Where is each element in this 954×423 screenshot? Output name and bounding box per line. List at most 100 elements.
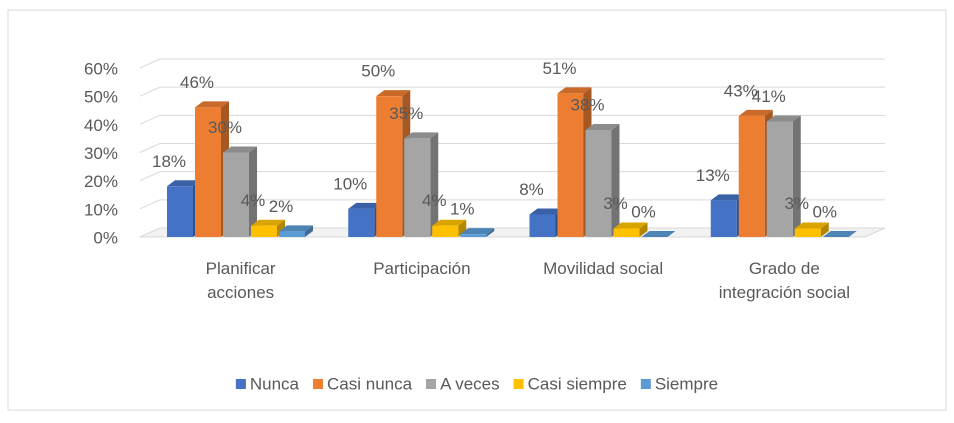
- bar-top: [585, 123, 620, 130]
- bar-side: [249, 146, 257, 237]
- legend-swatch: [640, 379, 651, 389]
- bar-top: [404, 132, 439, 139]
- bar-top: [794, 222, 829, 229]
- bar-top: [766, 115, 801, 122]
- legend-label: A veces: [440, 374, 500, 393]
- y-tick-label: 40%: [84, 116, 118, 135]
- bar: [279, 231, 305, 237]
- bar-top: [710, 194, 745, 201]
- value-label: 3%: [784, 194, 809, 213]
- bar-top: [348, 202, 383, 209]
- bar: [223, 152, 249, 237]
- value-label: 1%: [450, 200, 475, 219]
- value-label: 30%: [208, 118, 242, 137]
- bar: [251, 225, 277, 237]
- legend-swatch: [426, 379, 437, 389]
- bar-top: [251, 219, 285, 226]
- legend-label: Siempre: [655, 374, 718, 393]
- bar: [167, 186, 193, 237]
- value-label: 35%: [389, 104, 423, 123]
- legend-swatch: [313, 379, 324, 389]
- value-label: 4%: [241, 191, 266, 210]
- bar-top: [529, 208, 564, 215]
- bar: [348, 208, 375, 237]
- legend-item: A veces: [426, 374, 500, 393]
- y-tick-label: 20%: [84, 172, 118, 191]
- legend-item: Casi nunca: [313, 374, 413, 393]
- grid-line: [139, 86, 885, 97]
- value-label: 46%: [180, 73, 214, 92]
- bar-side: [639, 222, 648, 237]
- x-tick-label: Planificar acciones: [206, 259, 276, 302]
- y-tick-label: 60%: [84, 59, 118, 78]
- value-label: 3%: [603, 194, 628, 213]
- value-label: 10%: [333, 174, 367, 193]
- bar: [460, 234, 487, 237]
- bar-top: [613, 222, 648, 229]
- x-tick-label: Grado de integración social: [719, 259, 850, 302]
- legend-item: Casi siempre: [513, 374, 627, 393]
- legend-label: Nunca: [250, 374, 300, 393]
- bar-top: [822, 231, 857, 237]
- bar: [432, 225, 459, 237]
- bar: [710, 200, 737, 237]
- bar: [585, 129, 612, 237]
- x-tick-label: Movilidad social: [543, 259, 663, 278]
- legend-label: Casi nunca: [327, 374, 413, 393]
- value-label: 50%: [361, 62, 395, 81]
- value-label: 0%: [631, 202, 656, 221]
- bar-top: [641, 231, 676, 237]
- bar-top: [460, 228, 495, 235]
- bar: [404, 138, 431, 237]
- grid-line: [139, 58, 885, 69]
- x-tick-label: Participación: [373, 259, 470, 278]
- grid-line: [139, 171, 885, 182]
- bar-side: [458, 219, 467, 237]
- bar-top: [738, 109, 773, 116]
- grid-line: [139, 114, 885, 125]
- y-tick-label: 10%: [84, 200, 118, 219]
- legend-item: Nunca: [235, 374, 300, 393]
- y-tick-label: 0%: [93, 228, 118, 247]
- value-label: 43%: [724, 81, 758, 100]
- value-label: 8%: [519, 180, 544, 199]
- bar-side: [792, 115, 801, 237]
- legend-label: Casi siempre: [528, 374, 627, 393]
- value-label: 51%: [542, 59, 576, 78]
- bar-top: [167, 180, 201, 187]
- bar: [529, 214, 556, 237]
- value-label: 4%: [422, 191, 447, 210]
- legend-item: Siempre: [640, 374, 718, 393]
- bar-top: [557, 87, 592, 94]
- bar: [557, 93, 584, 237]
- y-tick-label: 50%: [84, 88, 118, 107]
- bar: [794, 228, 821, 237]
- bar: [195, 107, 221, 237]
- bar-top: [195, 101, 229, 108]
- value-label: 18%: [152, 152, 186, 171]
- bar: [613, 228, 640, 237]
- value-label: 13%: [696, 166, 730, 185]
- value-label: 41%: [752, 87, 786, 106]
- bar-top: [279, 225, 313, 232]
- bar-top: [376, 90, 411, 97]
- grid-line: [139, 143, 885, 153]
- legend-swatch: [235, 379, 246, 389]
- value-label: 2%: [269, 197, 294, 216]
- bar-side: [486, 228, 495, 237]
- value-label: 38%: [570, 95, 604, 114]
- bar-side: [430, 132, 439, 237]
- bar-side: [611, 123, 620, 237]
- legend-swatch: [513, 379, 524, 389]
- grid-line: [139, 199, 885, 210]
- bar: [376, 96, 403, 238]
- value-label: 0%: [812, 202, 837, 221]
- y-tick-label: 30%: [84, 144, 118, 163]
- bar: [738, 115, 765, 237]
- bar: [766, 121, 793, 237]
- bar-top: [223, 146, 257, 153]
- bar-top: [432, 219, 467, 226]
- bar-side: [305, 225, 313, 237]
- bar-side: [820, 222, 829, 237]
